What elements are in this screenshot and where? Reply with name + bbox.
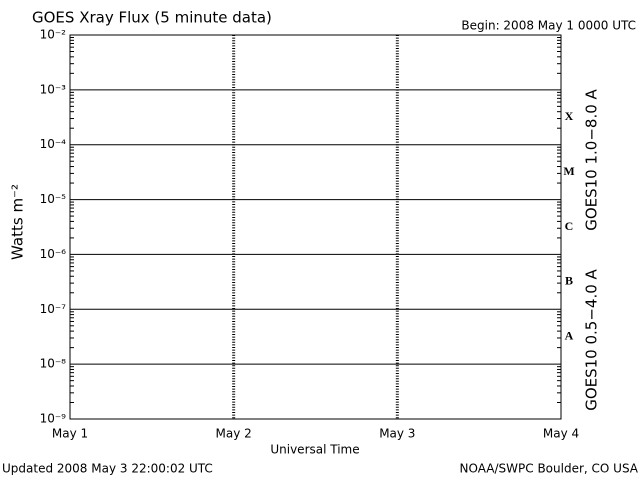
y-tick-label: 10⁻³ — [40, 82, 67, 96]
footer-left: Updated 2008 May 3 22:00:02 UTC — [2, 462, 213, 476]
y-tick-label: 10⁻⁵ — [40, 192, 67, 206]
x-tick-label: May 4 — [543, 427, 579, 441]
flare-class: X — [565, 109, 574, 123]
x-axis-label: Universal Time — [270, 443, 359, 457]
footer-right: NOAA/SWPC Boulder, CO USA — [460, 462, 639, 476]
flare-class: M — [563, 164, 574, 178]
legend-entry: GOES10 1.0−8.0 A — [583, 88, 601, 230]
x-tick-label: May 2 — [216, 427, 252, 441]
chart-subtitle: Begin: 2008 May 1 0000 UTC — [461, 19, 636, 33]
x-tick-label: May 3 — [379, 427, 415, 441]
y-axis-label: Watts m⁻² — [9, 184, 27, 260]
flare-class: B — [565, 274, 573, 288]
x-tick-label: May 1 — [52, 427, 88, 441]
chart-title: GOES Xray Flux (5 minute data) — [32, 9, 272, 27]
y-tick-label: 10⁻⁴ — [40, 137, 67, 151]
y-tick-label: 10⁻² — [40, 28, 67, 42]
y-tick-label: 10⁻⁶ — [40, 247, 67, 261]
plot-frame — [69, 34, 562, 420]
legend-entry: GOES10 0.5−4.0 A — [583, 268, 601, 410]
y-tick-label: 10⁻⁹ — [40, 412, 67, 426]
flare-class: C — [565, 219, 574, 233]
y-tick-label: 10⁻⁸ — [40, 357, 67, 371]
flare-class: A — [565, 328, 574, 342]
y-tick-label: 10⁻⁷ — [40, 302, 67, 316]
